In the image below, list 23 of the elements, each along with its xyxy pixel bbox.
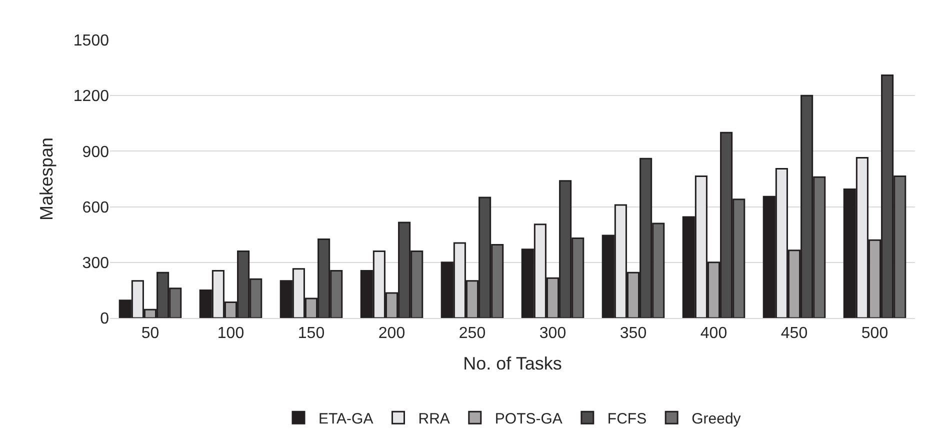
y-tick-label: 300: [82, 255, 110, 272]
x-tick-label: 450: [780, 325, 808, 342]
x-tick-label: 200: [378, 325, 406, 342]
x-tick-label: 100: [217, 325, 244, 342]
y-tick-label: 600: [82, 199, 110, 216]
x-tick-label: 250: [458, 325, 486, 342]
legend-label: POTS-GA: [494, 410, 562, 428]
y-axis-title: Makespan: [36, 137, 57, 221]
y-tick-label: 0: [100, 310, 110, 328]
x-tick-label: 500: [861, 325, 888, 342]
y-tick-label: 1500: [73, 32, 110, 50]
y-tick-label: 1200: [73, 88, 110, 106]
x-tick-label: 50: [141, 325, 160, 342]
legend-label: FCFS: [607, 410, 647, 428]
legend-label: RRA: [418, 410, 450, 428]
x-tick-label: 150: [298, 325, 325, 342]
y-tick-label: 900: [82, 144, 110, 161]
x-tick-label: 300: [539, 325, 566, 342]
legend-label: Greedy: [692, 410, 742, 428]
x-tick-label: 350: [620, 325, 647, 342]
x-axis-title: No. of Tasks: [463, 353, 562, 374]
legend-label: ETA-GA: [318, 410, 374, 428]
x-tick-label: 400: [700, 325, 728, 342]
